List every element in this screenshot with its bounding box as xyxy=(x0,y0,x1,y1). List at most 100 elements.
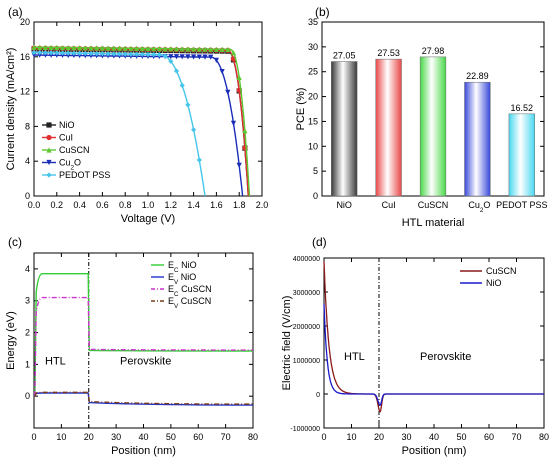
panel-c-label: (c) xyxy=(8,235,22,249)
jv-marker xyxy=(134,51,140,57)
jv-marker xyxy=(173,54,180,60)
annotation-perovskite: Perovskite xyxy=(120,355,171,367)
efield-nio xyxy=(323,303,544,406)
jv-marker xyxy=(37,44,43,50)
annotation-perovskite: Perovskite xyxy=(420,351,471,363)
band-ec-nio xyxy=(34,272,254,397)
jv-marker xyxy=(202,46,208,52)
panel-c-ytick-label: 2 xyxy=(25,328,30,338)
panel-d-ytick-label: 3000000 xyxy=(293,290,320,297)
panel-a-xtick-label: 1.4 xyxy=(187,200,200,210)
bar-category-label: Cu2O xyxy=(468,200,490,214)
jv-marker xyxy=(71,50,77,56)
bar-value-label: 27.53 xyxy=(377,48,400,58)
jv-marker xyxy=(156,52,162,58)
jv-marker xyxy=(196,54,202,60)
jv-marker xyxy=(111,45,117,51)
annotation-htl: HTL xyxy=(45,355,66,367)
panel-d-xtick-label: 0 xyxy=(321,432,326,442)
panel-d-xtick-label: 10 xyxy=(346,432,356,442)
legend-label: EV NiO xyxy=(168,272,196,286)
bar-pedotpss xyxy=(508,113,535,197)
panel-c-ytick-label: 4 xyxy=(25,264,30,274)
panel-c-xtick-label: 40 xyxy=(138,432,148,442)
jv-marker xyxy=(191,46,197,52)
jv-marker xyxy=(105,45,111,51)
legend-label: NiO xyxy=(486,278,502,288)
panel-d-xtick-label: 40 xyxy=(429,432,439,442)
bar-value-label: 27.05 xyxy=(333,51,356,61)
panel-b-ytick-label: 35 xyxy=(308,17,318,27)
legend-label: EC CuSCN xyxy=(168,284,212,298)
jv-marker xyxy=(59,44,66,51)
jv-marker xyxy=(94,45,100,51)
panel-a-ytick-label: 8 xyxy=(25,121,30,131)
legend-marker xyxy=(46,159,52,166)
legend-label: CuI xyxy=(59,133,73,143)
panel-b-ylabel: PCE (%) xyxy=(295,88,307,131)
panel-c-xtick-label: 50 xyxy=(166,432,176,442)
panel-c-xtick-label: 0 xyxy=(31,432,36,442)
panel-b-xlabel: HTL material xyxy=(402,217,465,229)
legend-marker xyxy=(46,134,52,141)
panel-b-ytick-label: 15 xyxy=(308,116,318,126)
jv-marker xyxy=(208,46,214,52)
jv-marker xyxy=(65,45,71,51)
panel-c-ylabel: Energy (eV) xyxy=(5,311,17,370)
panel-d-ytick-label: 4000000 xyxy=(293,256,320,263)
legend-label: PEDOT PSS xyxy=(59,170,110,180)
jv-marker xyxy=(116,45,123,51)
jv-marker xyxy=(185,102,191,108)
jv-marker xyxy=(213,57,219,63)
bar-nio xyxy=(331,61,358,197)
jv-marker xyxy=(173,68,180,74)
panel-c-frame xyxy=(33,252,254,429)
jv-marker xyxy=(162,46,168,52)
jv-marker xyxy=(168,46,174,52)
panel-d-xtick-label: 50 xyxy=(456,432,466,442)
jv-marker xyxy=(122,51,128,57)
jv-marker xyxy=(242,128,248,134)
jv-marker xyxy=(225,89,231,95)
panel-d-ytick-label: 2000000 xyxy=(293,324,320,331)
bar-category-label: PEDOT PSS xyxy=(496,200,547,210)
jv-marker xyxy=(185,54,191,60)
jv-marker xyxy=(208,54,214,60)
panel-a-ytick-label: 12 xyxy=(20,87,30,97)
jv-marker xyxy=(94,50,100,57)
jv-marker xyxy=(42,50,48,56)
panel-a-ytick-label: 16 xyxy=(20,52,30,62)
bar-value-label: 16.52 xyxy=(511,103,534,113)
jv-marker xyxy=(156,46,162,52)
panel-a-xtick-label: 0.0 xyxy=(28,200,41,210)
panel-a-xtick-label: 1.8 xyxy=(233,200,246,210)
panel-a-xlabel: Voltage (V) xyxy=(121,213,175,225)
jv-marker xyxy=(77,45,83,51)
panel-b-label: (b) xyxy=(315,5,330,19)
panel-d-ytick-label: 0 xyxy=(316,392,320,399)
jv-marker xyxy=(230,50,237,56)
panel-a-xtick-label: 1.6 xyxy=(210,200,223,210)
jv-marker xyxy=(105,51,111,57)
panel-d-xtick-label: 60 xyxy=(484,432,494,442)
jv-marker xyxy=(202,54,208,60)
panel-d-xtick-label: 20 xyxy=(374,432,384,442)
band-ev-cuscn xyxy=(34,391,254,405)
jv-marker xyxy=(191,127,197,133)
panel-a-xtick-label: 2.0 xyxy=(256,200,269,210)
jv-marker xyxy=(116,51,123,57)
panel-a-ytick-label: 20 xyxy=(20,17,30,27)
jv-marker xyxy=(230,120,237,126)
panel-a-xtick-label: 1.0 xyxy=(142,200,155,210)
jv-marker xyxy=(48,50,54,56)
jv-marker xyxy=(59,50,66,56)
bar-category-label: CuSCN xyxy=(418,200,449,210)
panel-b-ytick-label: 25 xyxy=(308,67,318,77)
panel-d-ylabel: Electric field (V/cm) xyxy=(281,296,293,391)
jv-marker xyxy=(128,45,134,51)
jv-marker xyxy=(54,50,60,56)
jv-marker xyxy=(168,58,174,64)
bar-cuscn xyxy=(419,56,447,197)
panel-b-ytick-label: 10 xyxy=(308,141,318,151)
